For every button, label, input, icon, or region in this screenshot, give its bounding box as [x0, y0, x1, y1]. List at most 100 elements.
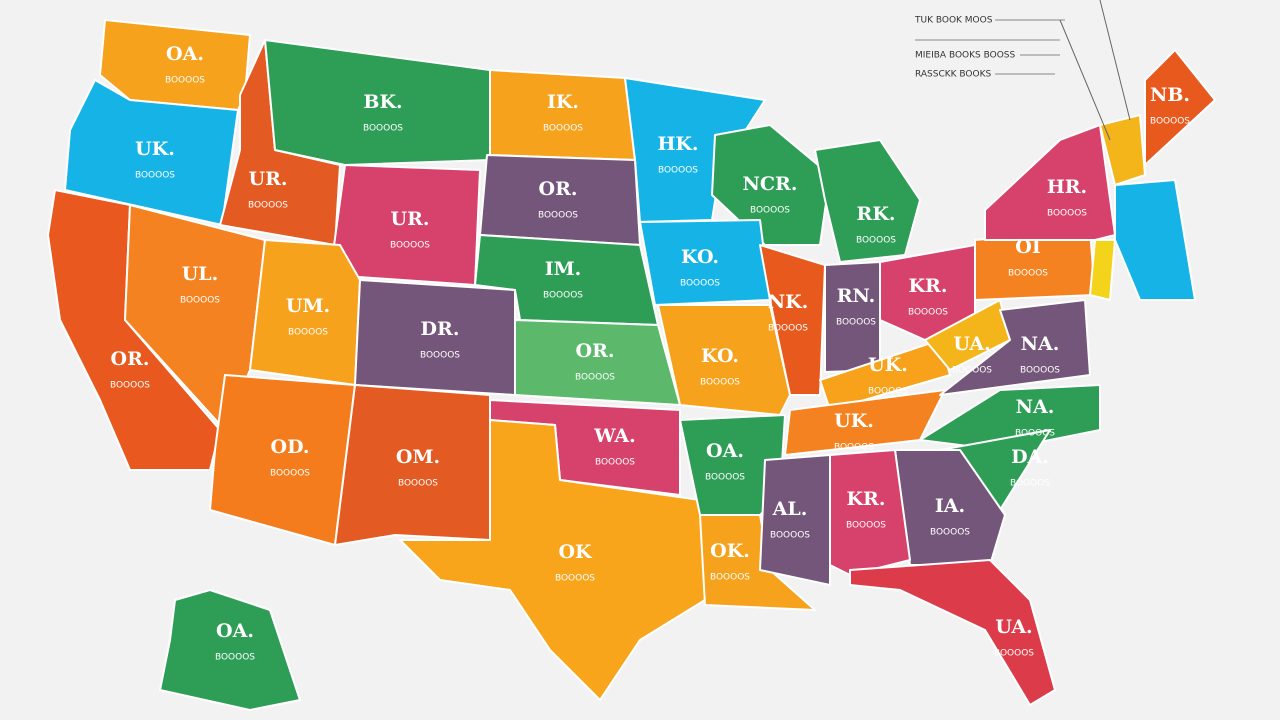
state-sublabel: BOOOOS: [575, 373, 615, 383]
state-label: IA.: [935, 495, 965, 517]
state-label: IM.: [545, 258, 582, 280]
state-label: UA.: [953, 333, 990, 355]
state-label: UR.: [249, 168, 288, 190]
state: [159, 589, 301, 711]
state: [399, 419, 706, 701]
state-label: NB.: [1150, 84, 1190, 106]
state-label: NCR.: [743, 173, 798, 195]
state: [759, 244, 826, 396]
state-label: OR.: [111, 348, 150, 370]
state-label: KO.: [701, 345, 739, 367]
state-label: KR.: [847, 488, 886, 510]
state-label: UK.: [834, 410, 874, 432]
state-label: IK.: [547, 91, 579, 113]
state-sublabel: BOOOOS: [770, 531, 810, 541]
state-label: HR.: [1047, 176, 1087, 198]
state: [1099, 114, 1146, 186]
state-sublabel: BOOOOS: [836, 318, 876, 328]
state-label: UR.: [391, 208, 430, 230]
state-label: OD.: [271, 436, 310, 458]
state-sublabel: BOOOOS: [658, 166, 698, 176]
state-sublabel: BOOOOS: [215, 653, 255, 663]
state-sublabel: BOOOOS: [420, 351, 460, 361]
state-label: KO.: [681, 246, 719, 268]
state-sublabel: BOOOOS: [270, 469, 310, 479]
state-label: NA.: [1021, 333, 1060, 355]
state-label: AL.: [772, 498, 808, 520]
state-sublabel: BOOOOS: [555, 574, 595, 584]
state-sublabel: BOOOOS: [135, 171, 175, 181]
state-label: RK.: [857, 203, 896, 225]
state-sublabel: BOOOOS: [1047, 209, 1087, 219]
state: [939, 299, 1091, 396]
leader-line: [1099, 0, 1131, 121]
state-sublabel: BOOOOS: [180, 296, 220, 306]
state: [759, 454, 831, 586]
state-sublabel: BOOOOS: [398, 479, 438, 489]
state: [711, 124, 831, 246]
state-label: UK.: [135, 138, 175, 160]
state-sublabel: BOOOOS: [930, 528, 970, 538]
state-label: DA.: [1011, 446, 1049, 468]
state-sublabel: BOOOOS: [868, 387, 908, 397]
legend-text: MIEIBA BOOKS BOOSS: [915, 51, 1016, 61]
state-label: NK.: [768, 291, 809, 313]
state-sublabel: BOOOOS: [1010, 479, 1050, 489]
state-sublabel: BOOOOS: [165, 76, 205, 86]
leader-line: [1059, 19, 1111, 141]
state-sublabel: BOOOOS: [856, 236, 896, 246]
state-sublabel: BOOOOS: [288, 328, 328, 338]
state-sublabel: BOOOOS: [248, 201, 288, 211]
state-label: HK.: [657, 133, 698, 155]
state-label: UA.: [995, 616, 1032, 638]
state-label: OI: [1015, 236, 1041, 258]
state: [1114, 179, 1196, 301]
state-label: OK.: [710, 540, 750, 562]
state-sublabel: BOOOOS: [363, 124, 403, 134]
state: [209, 374, 356, 546]
state-shapes: [47, 19, 1216, 711]
state: [849, 559, 1056, 706]
state: [1089, 239, 1116, 301]
state-label: RN.: [837, 285, 876, 307]
state-sublabel: BOOOOS: [110, 381, 150, 391]
state: [1144, 49, 1216, 166]
state: [657, 304, 791, 416]
state: [479, 154, 641, 246]
state: [819, 339, 951, 411]
state-label: WA.: [593, 425, 635, 447]
state-labels: OA. BOOOOS UK. BOOOOS UR. BOOOOS BK. BOOOOS IK. B…: [110, 43, 1190, 663]
state-label: BK.: [363, 91, 402, 113]
state: [829, 449, 911, 576]
state-sublabel: BOOOOS: [543, 291, 583, 301]
state-label: NA.: [1016, 396, 1055, 418]
state-label: OA.: [166, 43, 204, 65]
state-sublabel: BOOOOS: [595, 458, 635, 468]
state-label: UL.: [182, 263, 219, 285]
state-label: UK.: [868, 354, 908, 376]
state-label: OA.: [706, 440, 744, 462]
legend-text: RASSCKK BOOKS: [915, 70, 992, 80]
state-sublabel: BOOOOS: [705, 473, 745, 483]
state-sublabel: BOOOOS: [768, 324, 808, 334]
state-sublabel: BOOOOS: [680, 279, 720, 289]
legend-text: TUK BOOK MOOS: [914, 16, 993, 26]
state: [814, 139, 921, 263]
state-sublabel: BOOOOS: [538, 211, 578, 221]
state-sublabel: BOOOOS: [1015, 429, 1055, 439]
state: [489, 69, 636, 161]
state-sublabel: BOOOOS: [994, 649, 1034, 659]
state-sublabel: BOOOOS: [846, 521, 886, 531]
state-label: UM.: [286, 295, 330, 317]
state-label: OA.: [216, 620, 254, 642]
state-sublabel: BOOOOS: [1008, 269, 1048, 279]
state-sublabel: BOOOOS: [908, 308, 948, 318]
state-sublabel: BOOOOS: [750, 206, 790, 216]
state-sublabel: BOOOOS: [390, 241, 430, 251]
state: [334, 384, 491, 546]
state-sublabel: BOOOOS: [1150, 117, 1190, 127]
state-sublabel: BOOOOS: [834, 443, 874, 453]
state-sublabel: BOOOOS: [710, 573, 750, 583]
state-label: OR.: [539, 178, 578, 200]
